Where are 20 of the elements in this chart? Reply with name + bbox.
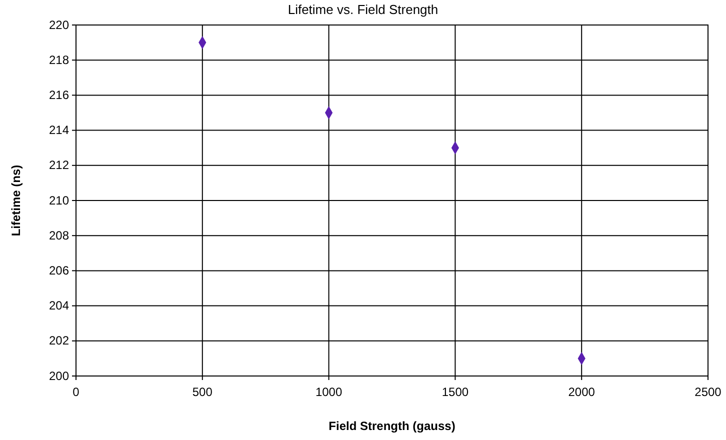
x-tick-label: 2500 xyxy=(694,385,722,400)
y-tick-label: 204 xyxy=(48,298,70,313)
x-tick-label: 2000 xyxy=(568,385,596,400)
y-tick-label: 220 xyxy=(48,18,70,32)
x-tick-label: 0 xyxy=(72,385,80,400)
y-tick-label: 216 xyxy=(48,88,70,102)
chart-title: Lifetime vs. Field Strength xyxy=(288,2,438,17)
x-tick-label: 500 xyxy=(192,385,213,400)
y-axis-title: Lifetime (ns) xyxy=(9,164,23,236)
y-tick-label: 214 xyxy=(48,123,70,138)
y-tick-label: 210 xyxy=(48,193,70,208)
y-tick-label: 208 xyxy=(48,228,70,242)
y-tick-label: 206 xyxy=(48,264,70,278)
y-tick-label: 212 xyxy=(48,158,70,172)
y-tick-label: 200 xyxy=(48,368,70,383)
x-tick-label: 1000 xyxy=(315,385,342,400)
y-tick-label: 218 xyxy=(48,52,70,67)
y-tick-label: 202 xyxy=(48,334,70,348)
x-tick-label: 1500 xyxy=(442,385,469,400)
x-axis-title: Field Strength (gauss) xyxy=(328,419,456,433)
